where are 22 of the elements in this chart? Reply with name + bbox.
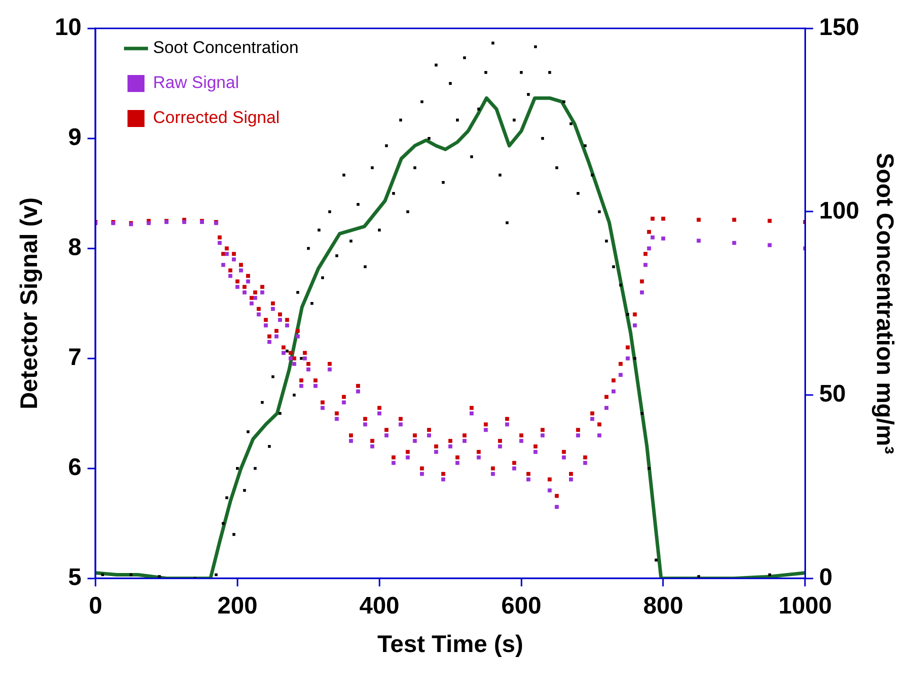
legend-label: Corrected Signal [152, 108, 280, 128]
y-axis-title: Detector Signal (v) [16, 197, 44, 410]
y2-tick-label: 50 [819, 380, 846, 408]
x-tick-label: 1000 [778, 592, 832, 620]
legend-label: Soot Concentration [152, 38, 299, 58]
y2-tick-label: 100 [819, 197, 860, 224]
x-tick-label: 0 [88, 592, 102, 620]
y-tick-label: 10 [54, 14, 82, 42]
x-tick-label: 400 [359, 592, 400, 620]
y-tick-label: 8 [68, 234, 82, 262]
x-tick-label: 200 [217, 592, 258, 620]
y-tick-label: 7 [68, 344, 82, 372]
x-tick-label: 800 [643, 592, 684, 620]
y-tick-label: 6 [68, 454, 82, 482]
y2-tick-label: 150 [819, 14, 860, 42]
x-axis-title: Test Time (s) [377, 631, 524, 658]
x-tick-label: 600 [501, 592, 542, 620]
y-tick-label: 5 [68, 564, 82, 592]
legend-label: Raw Signal [152, 73, 239, 92]
y2-axis-title: Soot Concentration mg/m³ [870, 152, 898, 454]
y2-tick-label: 0 [819, 564, 833, 592]
y-tick-label: 9 [68, 124, 82, 152]
